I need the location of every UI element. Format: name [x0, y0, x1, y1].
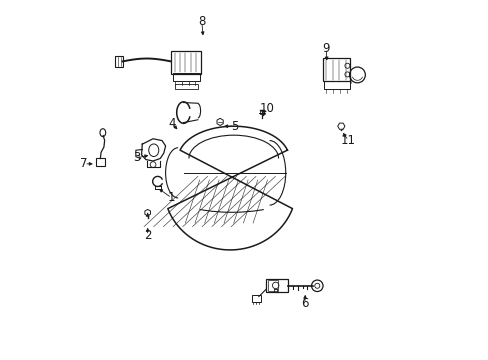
- Text: 7: 7: [81, 157, 88, 170]
- Bar: [267, 280, 277, 291]
- Bar: [115, 56, 123, 67]
- Bar: [323, 58, 349, 81]
- Text: 10: 10: [259, 102, 274, 115]
- Text: 6: 6: [301, 297, 308, 310]
- Text: 9: 9: [322, 42, 329, 55]
- Text: 8: 8: [198, 15, 205, 28]
- Text: 2: 2: [143, 229, 151, 242]
- Bar: [251, 296, 260, 302]
- Text: 5: 5: [230, 120, 238, 133]
- Text: 4: 4: [168, 117, 176, 130]
- Bar: [259, 110, 264, 114]
- Bar: [172, 73, 199, 81]
- Text: 1: 1: [167, 192, 175, 204]
- Bar: [174, 84, 198, 89]
- Bar: [96, 158, 104, 166]
- Bar: [324, 81, 349, 89]
- Text: 3: 3: [133, 151, 141, 164]
- Text: 11: 11: [340, 134, 355, 147]
- Bar: [171, 51, 201, 74]
- Bar: [265, 279, 287, 292]
